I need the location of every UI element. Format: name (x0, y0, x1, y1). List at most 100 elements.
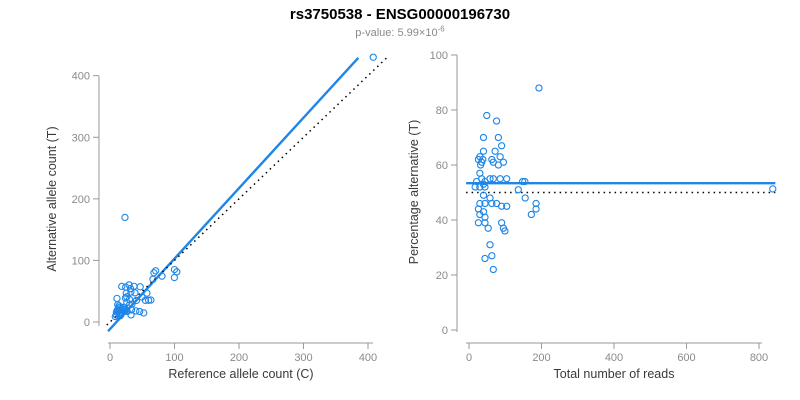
right-scatter-plot: 0 20 40 60 80 100 0 200 400 600 800 Total number o… (407, 50, 777, 381)
data-point (170, 273, 179, 282)
data-point (141, 296, 150, 305)
y-tick-label: 20 (436, 270, 448, 282)
data-point (117, 310, 125, 318)
fit-line (107, 57, 360, 333)
data-point (131, 289, 139, 297)
data-point (481, 254, 489, 263)
data-point (521, 194, 529, 202)
x-tick-label: 200 (532, 352, 550, 364)
data-point (481, 183, 489, 191)
pvalue-exponent: -6 (437, 24, 445, 33)
data-point (125, 281, 133, 289)
x-tick-label: 100 (165, 352, 183, 364)
data-point (136, 283, 144, 291)
data-point (152, 267, 160, 275)
data-point (111, 312, 119, 321)
x-tick-label: 400 (359, 352, 377, 364)
pvalue-text: p-value: 5.99×10-6 (355, 24, 445, 39)
data-point (492, 117, 501, 125)
y-tick-label: 0 (442, 325, 448, 337)
y-tick-label: 300 (72, 132, 90, 144)
data-point (496, 175, 504, 183)
y-tick-label: 60 (436, 160, 448, 172)
data-point (501, 227, 509, 235)
data-point (127, 306, 136, 314)
data-point (170, 265, 179, 274)
data-point (532, 205, 540, 213)
data-point (115, 308, 123, 317)
data-point (497, 202, 506, 210)
data-point (474, 219, 483, 227)
data-point (503, 175, 511, 183)
data-point (486, 241, 494, 249)
data-point (121, 294, 130, 302)
data-point (496, 153, 504, 161)
data-point (121, 213, 129, 222)
data-point (149, 275, 157, 283)
x-tick-label: 200 (230, 352, 248, 364)
y-tick-label: 200 (72, 194, 90, 206)
data-point (479, 147, 488, 155)
data-point (484, 224, 492, 232)
data-point (514, 186, 522, 194)
right-y-axis-title: Percentage alternative (T) (407, 120, 421, 265)
data-point (491, 147, 499, 155)
data-point (488, 199, 496, 208)
data-point (476, 183, 484, 191)
figure-subtitle: p-value: 5.99×10-6 (0, 24, 800, 39)
data-point (489, 265, 497, 274)
data-point (369, 53, 377, 61)
data-point (147, 296, 155, 304)
y-tick-label: 100 (430, 50, 448, 62)
data-point (527, 210, 535, 219)
data-point (479, 191, 488, 199)
data-point (532, 199, 540, 208)
data-point (494, 133, 503, 142)
data-point (535, 84, 543, 92)
left-x-axis-title: Reference allele count (C) (168, 367, 313, 381)
data-point (132, 296, 141, 305)
data-point (116, 309, 125, 318)
data-point (122, 289, 130, 297)
data-point (140, 309, 148, 317)
data-point (521, 177, 529, 186)
data-point (132, 307, 140, 315)
data-point (503, 202, 511, 210)
data-point (118, 282, 126, 291)
data-point (471, 183, 479, 191)
data-point (481, 213, 489, 221)
data-point (483, 111, 491, 120)
y-tick-label: 400 (72, 71, 90, 83)
data-point (488, 252, 496, 260)
data-point (497, 142, 506, 150)
data-point (479, 155, 487, 164)
x-tick-label: 300 (294, 352, 312, 364)
data-point (519, 177, 527, 186)
left-scatter-plot: 0 100 200 300 400 0 100 200 300 400 Reference all… (45, 53, 389, 381)
identity-line (106, 56, 389, 326)
x-tick-label: 400 (605, 352, 623, 364)
data-point (113, 294, 121, 303)
data-point (158, 272, 166, 280)
y-tick-label: 100 (72, 255, 90, 267)
x-tick-label: 0 (466, 352, 472, 364)
x-tick-label: 600 (677, 352, 695, 364)
data-point (127, 311, 135, 319)
data-point (479, 133, 488, 142)
data-point (769, 185, 777, 193)
x-tick-label: 800 (750, 352, 768, 364)
data-point (116, 312, 124, 320)
data-point (127, 288, 135, 296)
x-tick-label: 0 (107, 352, 113, 364)
data-point (136, 307, 144, 316)
data-point (489, 175, 497, 183)
data-point (481, 199, 489, 208)
data-point (486, 175, 494, 183)
y-tick-label: 80 (436, 105, 448, 117)
figure-title: rs3750538 - ENSG00000196730 (289, 6, 511, 23)
data-point (499, 158, 508, 166)
y-tick-label: 0 (84, 317, 90, 329)
y-tick-label: 40 (436, 215, 448, 227)
data-point (481, 219, 489, 227)
